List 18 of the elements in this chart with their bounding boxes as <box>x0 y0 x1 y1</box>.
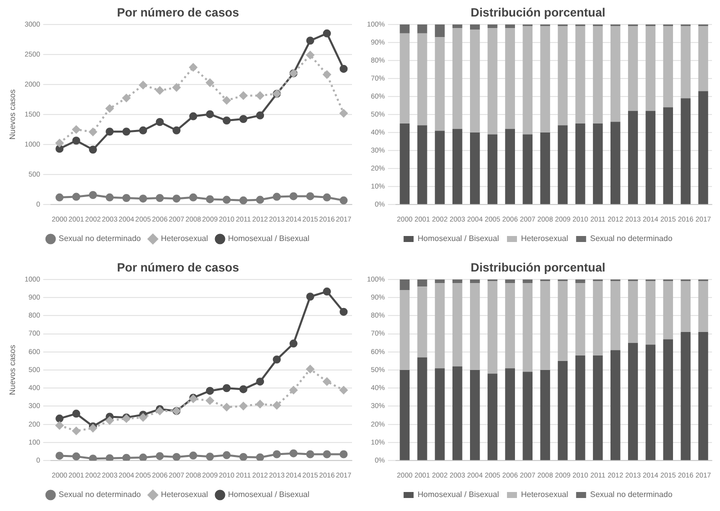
legend-label: Homosexual / Bisexual <box>418 234 500 244</box>
legend-label: Homosexual / Bisexual <box>418 490 500 500</box>
chart-title: Por número de casos <box>116 6 240 20</box>
y-axis-title: Nuevos casos <box>8 344 18 396</box>
chart-title: Por número de casos <box>116 260 240 275</box>
legend-label: Heterosexual <box>160 490 208 500</box>
legend-label: Heterosexual <box>520 234 568 244</box>
chart-title: Distribución porcentual <box>470 6 606 20</box>
legend-label: Sexual no determinado <box>590 234 673 244</box>
legend-label: Heterosexual <box>160 234 208 244</box>
legend-label: Sexual no determinado <box>58 490 142 500</box>
legend-label: Homosexual / Bisexual <box>228 234 310 244</box>
legend-label: Sexual no determinado <box>590 490 673 500</box>
legend-label: Sexual no determinado <box>58 234 142 244</box>
chart-title: Distribución porcentual <box>470 260 606 275</box>
legend-label: Heterosexual <box>520 490 568 500</box>
legend-label: Homosexual / Bisexual <box>228 490 310 500</box>
y-axis-title: Nuevos casos <box>8 89 18 140</box>
